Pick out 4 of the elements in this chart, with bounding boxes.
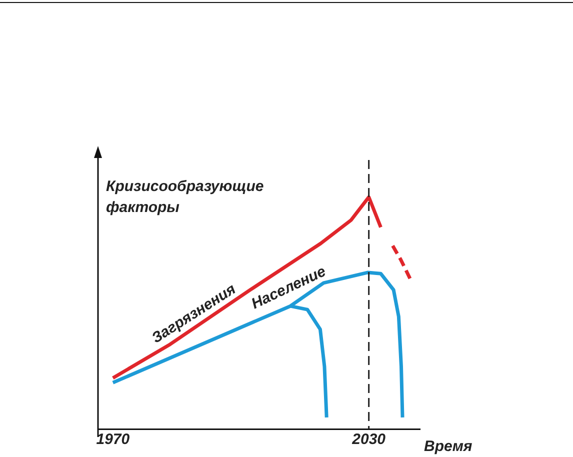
y-axis-title: Кризисообразующие факторы: [106, 178, 264, 216]
x-tick-label: 2030: [351, 431, 386, 448]
x-tick-label: 1970: [96, 431, 130, 448]
x-axis-title: Время: [424, 438, 472, 456]
